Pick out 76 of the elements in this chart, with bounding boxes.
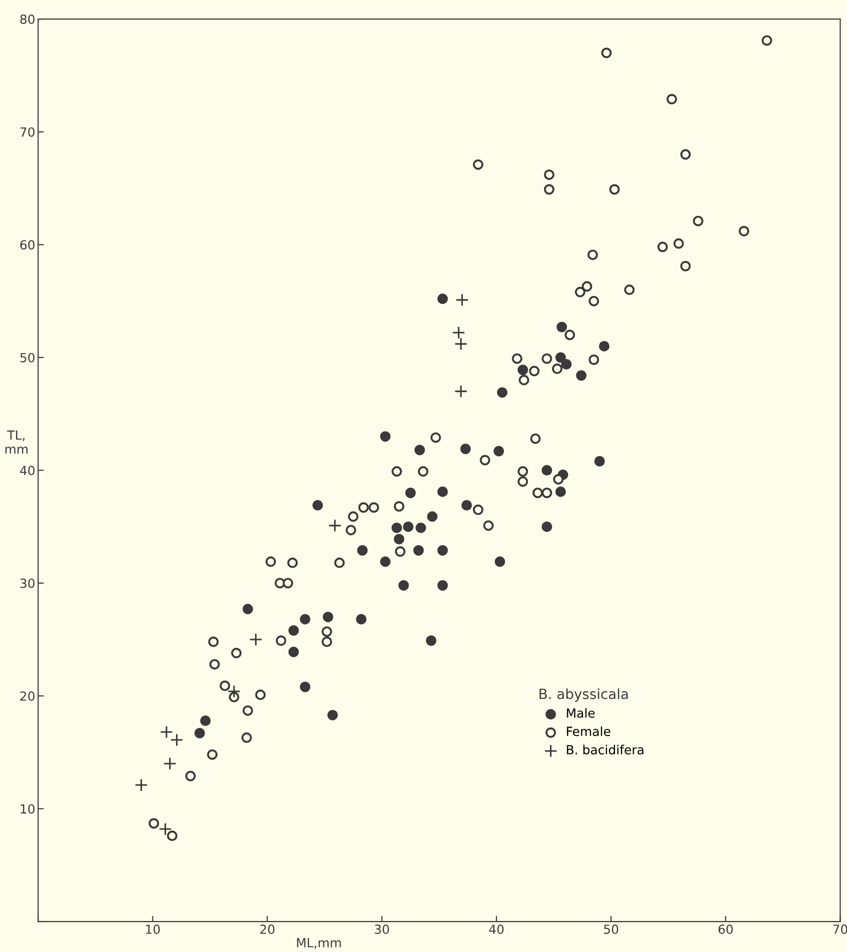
point	[414, 444, 425, 456]
point	[494, 446, 504, 456]
point	[158, 822, 172, 836]
legend-title: B. abyssicala	[540, 688, 628, 702]
point	[300, 614, 310, 624]
legend-label: Female	[566, 726, 610, 736]
point	[437, 486, 448, 497]
point	[556, 322, 568, 332]
x-tick-label: 50	[604, 924, 618, 934]
x-tick-label: 20	[260, 924, 274, 934]
y-tick-label: 60	[20, 240, 35, 250]
point	[380, 431, 391, 442]
point	[461, 500, 472, 511]
point	[160, 725, 174, 739]
x-tick-label: 10	[146, 924, 160, 934]
point	[194, 728, 205, 738]
point	[454, 384, 468, 398]
point	[555, 486, 566, 497]
x-axis-title: ML,mm	[297, 938, 341, 949]
point	[576, 370, 587, 381]
point	[416, 522, 426, 534]
point	[398, 580, 409, 591]
point	[170, 733, 184, 746]
point	[456, 293, 469, 307]
point	[242, 604, 254, 614]
point	[454, 337, 468, 351]
x-tick-label: 70	[833, 924, 847, 934]
point	[437, 545, 448, 556]
point	[392, 522, 402, 534]
point	[322, 612, 334, 622]
point	[426, 635, 436, 646]
y-tick-label: 80	[20, 14, 35, 24]
point	[327, 710, 338, 720]
y-tick-label: 40	[20, 466, 35, 476]
point	[437, 294, 448, 304]
y-tick-label: 70	[20, 127, 35, 137]
point	[460, 444, 471, 454]
point	[555, 352, 566, 363]
point	[437, 580, 448, 591]
point	[356, 614, 367, 624]
point	[598, 340, 610, 352]
point	[561, 358, 572, 370]
point	[227, 684, 241, 698]
point	[405, 488, 416, 498]
point	[413, 545, 424, 556]
point	[494, 556, 506, 567]
point	[357, 545, 368, 556]
point	[402, 521, 414, 532]
point	[249, 632, 262, 646]
y-tick-label: 30	[20, 578, 35, 588]
point	[542, 465, 552, 476]
y-tick-label: 20	[20, 691, 35, 701]
point	[288, 625, 299, 636]
point	[542, 521, 552, 532]
y-tick-label: 50	[20, 352, 35, 362]
point	[312, 500, 323, 511]
legend-label: B. bacidifera	[566, 744, 644, 754]
point	[300, 682, 310, 692]
point	[380, 556, 391, 567]
x-tick-label: 60	[718, 924, 733, 934]
point	[328, 518, 342, 532]
point	[594, 456, 605, 467]
y-tick-label: 10	[20, 804, 35, 814]
legend-label: Male	[566, 708, 595, 718]
point	[134, 778, 148, 792]
point	[427, 511, 438, 522]
point	[200, 715, 211, 726]
point	[518, 364, 528, 376]
x-tick-label: 30	[374, 924, 389, 934]
point	[496, 387, 508, 398]
y-axis-title: TL, mm	[5, 430, 28, 454]
x-tick-label: 40	[489, 924, 504, 934]
point	[288, 646, 299, 658]
point	[394, 534, 404, 544]
point	[452, 326, 466, 340]
point	[163, 757, 176, 770]
